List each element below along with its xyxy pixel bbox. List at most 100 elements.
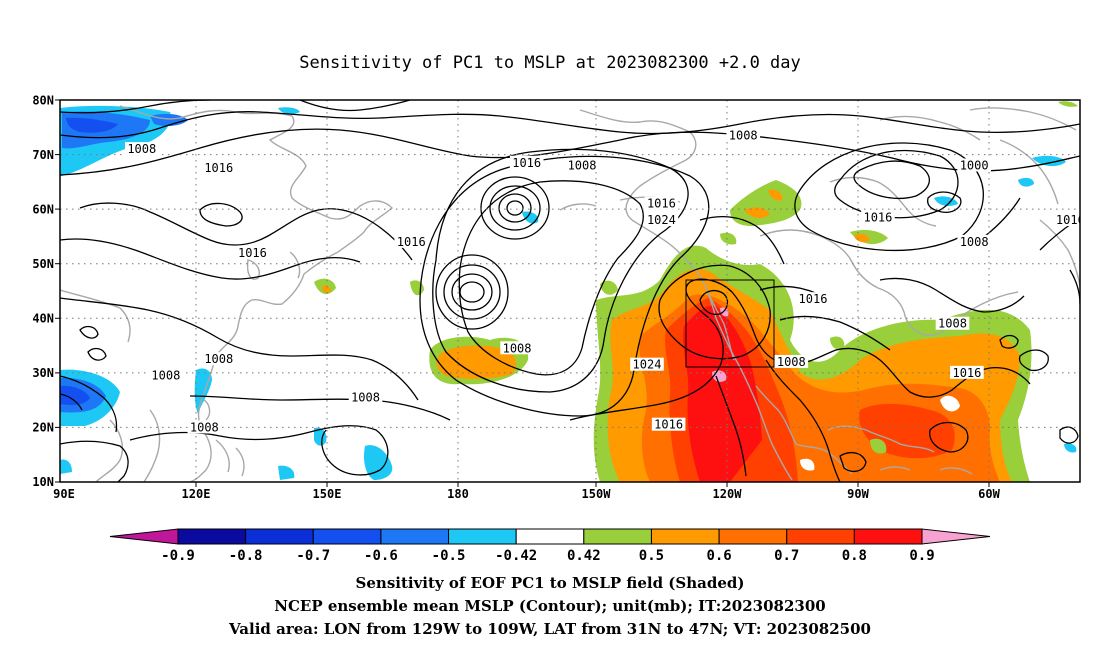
colorbar-label: -0.8: [229, 548, 263, 564]
colorbar-box: [177, 528, 247, 545]
latitude-axis: 80N 70N 60N 50N 40N 30N 20N 10N: [32, 94, 60, 489]
colorbar-label: 0.6: [706, 548, 731, 564]
contour-label-bg: [957, 234, 991, 248]
colorbar-box: [380, 528, 450, 545]
contour-label-bg: [124, 142, 159, 156]
contour-label: 1008: [729, 128, 758, 142]
contour-label: 1016: [952, 366, 981, 380]
contour-label-bg: [565, 158, 599, 172]
lon-label: 150E: [313, 487, 342, 501]
contour-labels: 1008 1016 1016 1016 1016 1008 1008 1016 1024 1000…: [124, 128, 1085, 434]
contour-label-bg: [509, 155, 544, 169]
contour-label-bg: [201, 161, 236, 175]
lon-label: 90E: [53, 487, 75, 501]
contour-label: 1008: [503, 341, 532, 355]
colorbar-label: 0.8: [842, 548, 867, 564]
graticule: [60, 100, 1080, 482]
contour-label-bg: [149, 368, 183, 382]
colorbar-label: 0.7: [774, 548, 799, 564]
contour-label-bg: [796, 292, 830, 306]
colorbar-box: [245, 528, 314, 545]
colorbar-label: -0.7: [296, 548, 330, 564]
contour-label-bg: [1053, 213, 1080, 227]
map-frame: [59, 99, 1081, 483]
contour-label-bg: [644, 213, 679, 227]
contour-label: 1000: [960, 158, 989, 172]
contour-label: 1008: [938, 317, 967, 331]
contour-label: 1016: [1056, 213, 1085, 227]
contour-label-bg: [235, 245, 270, 259]
lon-label: 60W: [978, 487, 1000, 501]
figure-title: Sensitivity of PC1 to MSLP at 2023082300…: [299, 53, 801, 73]
colorbar-box: [853, 528, 923, 545]
valid-area-box: [685, 279, 775, 368]
colorbar-triangle-high: [921, 528, 991, 545]
colorbar-label: -0.6: [364, 548, 398, 564]
lon-label: 150W: [582, 487, 612, 501]
contour-label: 1008: [190, 420, 219, 434]
colorbar-box: [718, 528, 788, 545]
contour-label: 1016: [238, 246, 267, 260]
footer-line-1: Sensitivity of EOF PC1 to MSLP field (Sh…: [356, 574, 745, 592]
contour-label-bg: [950, 365, 984, 379]
contour-label: 1016: [397, 235, 426, 249]
contour-label: 1008: [204, 352, 233, 366]
contour-label: 1016: [647, 197, 676, 211]
lat-label: 80N: [32, 94, 54, 108]
colorbar-label: 0.42: [567, 548, 601, 564]
longitude-axis: 90E 120E 150E 180 150W 120W 90W 60W: [53, 482, 1001, 501]
lat-label: 50N: [32, 257, 54, 271]
colorbar-box: [312, 528, 382, 545]
contour-label-bg: [726, 128, 761, 142]
lat-label: 70N: [32, 148, 54, 162]
colorbar-label: -0.9: [161, 548, 195, 564]
lat-label: 40N: [32, 312, 54, 326]
lon-label: 180: [447, 487, 469, 501]
contour-label-bg: [651, 417, 686, 431]
lat-label: 60N: [32, 203, 54, 217]
colorbar: [109, 528, 991, 545]
lon-label: 120E: [182, 487, 211, 501]
colorbar-label: 0.9: [909, 548, 934, 564]
contour-label-bg: [935, 316, 970, 330]
contour-label: 1016: [863, 210, 892, 224]
contour-label: 1024: [647, 213, 676, 227]
lon-label: 90W: [847, 487, 869, 501]
contour-label: 1008: [568, 158, 597, 172]
footer-line-3: Valid area: LON from 129W to 109W, LAT f…: [228, 620, 871, 638]
colorbar-label: 0.5: [639, 548, 664, 564]
contour-label: 1016: [654, 418, 683, 432]
contour-label-bg: [187, 420, 222, 434]
contour-label-bg: [500, 341, 534, 355]
contour-label: 1016: [204, 161, 233, 175]
footer-line-2: NCEP ensemble mean MSLP (Contour); unit(…: [274, 597, 825, 615]
contour-label-bg: [201, 352, 236, 366]
negative-sensitivity-shading: [60, 105, 1077, 480]
contour-label-bg: [957, 158, 991, 172]
colorbar-box: [786, 528, 855, 545]
colorbar-label: -0.5: [432, 548, 466, 564]
colorbar-labels: -0.9 -0.8 -0.7 -0.6 -0.5 -0.42 0.42 0.5 0.6 0.7 0.…: [161, 548, 935, 564]
contour-label: 1016: [512, 156, 541, 170]
contour-label: 1008: [960, 235, 989, 249]
contour-label: 1016: [799, 292, 828, 306]
colorbar-box: [650, 528, 720, 545]
colorbar-triangle-low: [109, 528, 179, 545]
colorbar-label: -0.42: [495, 548, 537, 564]
contour-label: 1008: [351, 390, 380, 404]
colorbar-box: [515, 528, 585, 545]
contour-label-bg: [348, 390, 383, 404]
lon-label: 120W: [713, 487, 743, 501]
contour-label: 1008: [777, 355, 806, 369]
colorbar-box: [448, 528, 517, 545]
contour-label-bg: [774, 354, 809, 368]
contour-label-bg: [394, 234, 429, 248]
contour-label-bg: [644, 196, 679, 210]
contour-label: 1008: [127, 142, 156, 156]
colorbar-box: [583, 528, 652, 545]
positive-sensitivity-shading: [314, 101, 1078, 482]
map-panel: 1008 1016 1016 1016 1016 1008 1008 1016 1024 1000…: [60, 100, 1085, 482]
contour-label: 1024: [633, 358, 662, 372]
lat-label: 30N: [32, 366, 54, 380]
